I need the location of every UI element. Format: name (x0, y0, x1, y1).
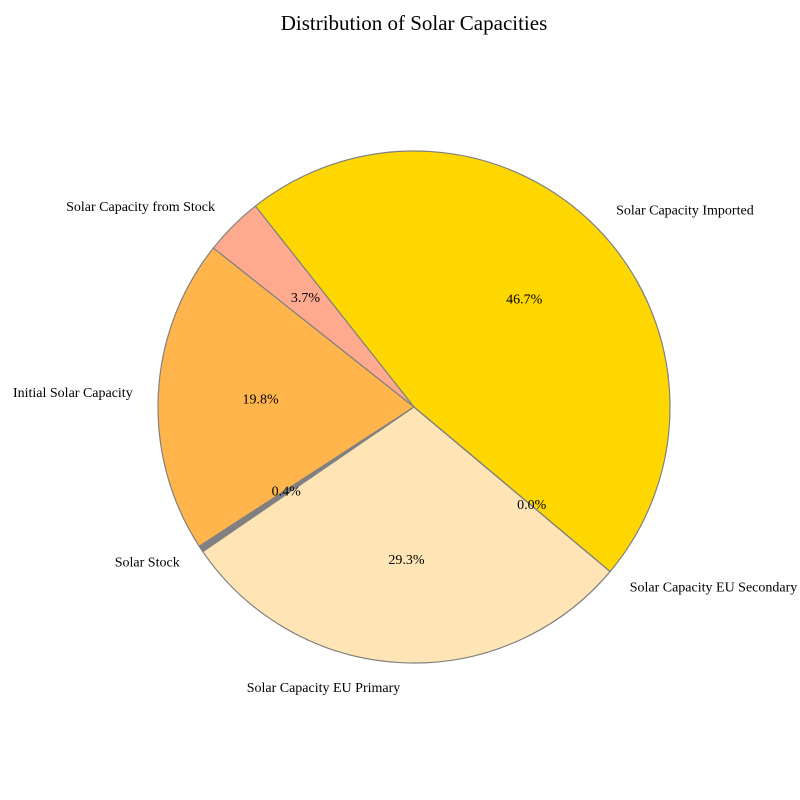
slice-label-solar-stock: Solar Stock (115, 556, 180, 571)
pie-slice-solar-capacity-eu-secondary (413, 406, 611, 573)
slice-label-solar-capacity-from-stock: Solar Capacity from Stock (66, 200, 215, 215)
slice-pct-solar-capacity-from-stock: 3.7% (291, 291, 321, 306)
slice-label-solar-capacity-eu-secondary: Solar Capacity EU Secondary (630, 581, 798, 596)
pie-slices (157, 150, 671, 664)
pie-slice-solar-capacity-eu-primary (201, 406, 611, 664)
slice-label-initial-solar-capacity: Initial Solar Capacity (13, 386, 133, 401)
slice-label-solar-capacity-imported: Solar Capacity Imported (616, 203, 754, 218)
slice-pct-initial-solar-capacity: 19.8% (242, 392, 279, 407)
slice-pct-solar-capacity-imported: 46.7% (506, 293, 543, 308)
slice-pct-solar-stock: 0.4% (272, 485, 302, 500)
slice-pct-solar-capacity-eu-secondary: 0.0% (517, 498, 547, 513)
slice-pct-solar-capacity-eu-primary: 29.3% (388, 553, 425, 568)
pie-slice-initial-solar-capacity (157, 247, 416, 548)
chart-title: Distribution of Solar Capacities (281, 11, 548, 35)
slice-label-solar-capacity-eu-primary: Solar Capacity EU Primary (247, 681, 401, 696)
pie-slice-solar-capacity-imported (254, 150, 671, 573)
pie-labels: Solar Capacity Imported 46.7% Solar Capaci… (13, 200, 797, 696)
